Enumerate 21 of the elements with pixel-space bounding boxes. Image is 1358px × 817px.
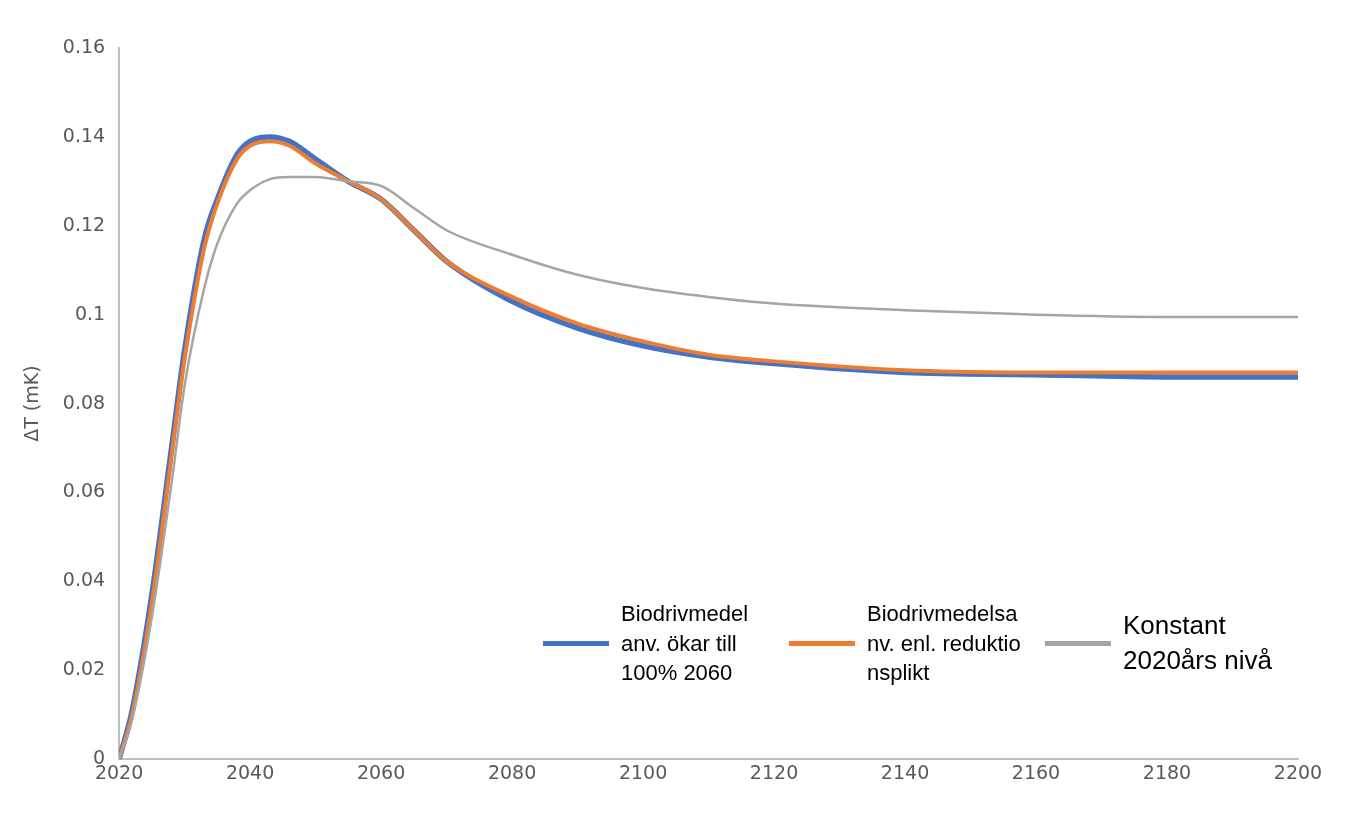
y-tick-label: 0.02 — [62, 657, 106, 680]
x-tick-label: 2060 — [356, 760, 406, 783]
x-tick-label: 2160 — [1011, 760, 1061, 783]
x-tick-label: 2040 — [225, 760, 275, 783]
x-tick-label: 2080 — [487, 760, 537, 783]
x-tick-label: 2100 — [618, 760, 668, 783]
legend-label: Biodrivmedelsanv. enl. reduktionsplikt — [867, 599, 1022, 688]
y-tick-label: 0.04 — [62, 568, 106, 591]
x-tick-label: 2120 — [749, 760, 799, 783]
y-tick-label: 0.16 — [62, 34, 106, 57]
legend-label: Biodrivmedel anv. ökar till 100% 2060 — [621, 599, 750, 688]
x-tick-label: 2200 — [1273, 760, 1323, 783]
y-tick-label: 0.08 — [62, 390, 106, 413]
y-tick-label: 0.12 — [62, 212, 106, 235]
x-tick-label: 2180 — [1142, 760, 1192, 783]
y-tick-label: 0.14 — [62, 123, 106, 146]
y-axis-title: ΔT (mK) — [20, 365, 43, 442]
x-tick-label: 2140 — [880, 760, 930, 783]
legend-label: Konstant 2020års nivå — [1123, 609, 1273, 678]
y-tick-label: 0.1 — [74, 301, 106, 324]
y-tick-label: 0.06 — [62, 479, 106, 502]
